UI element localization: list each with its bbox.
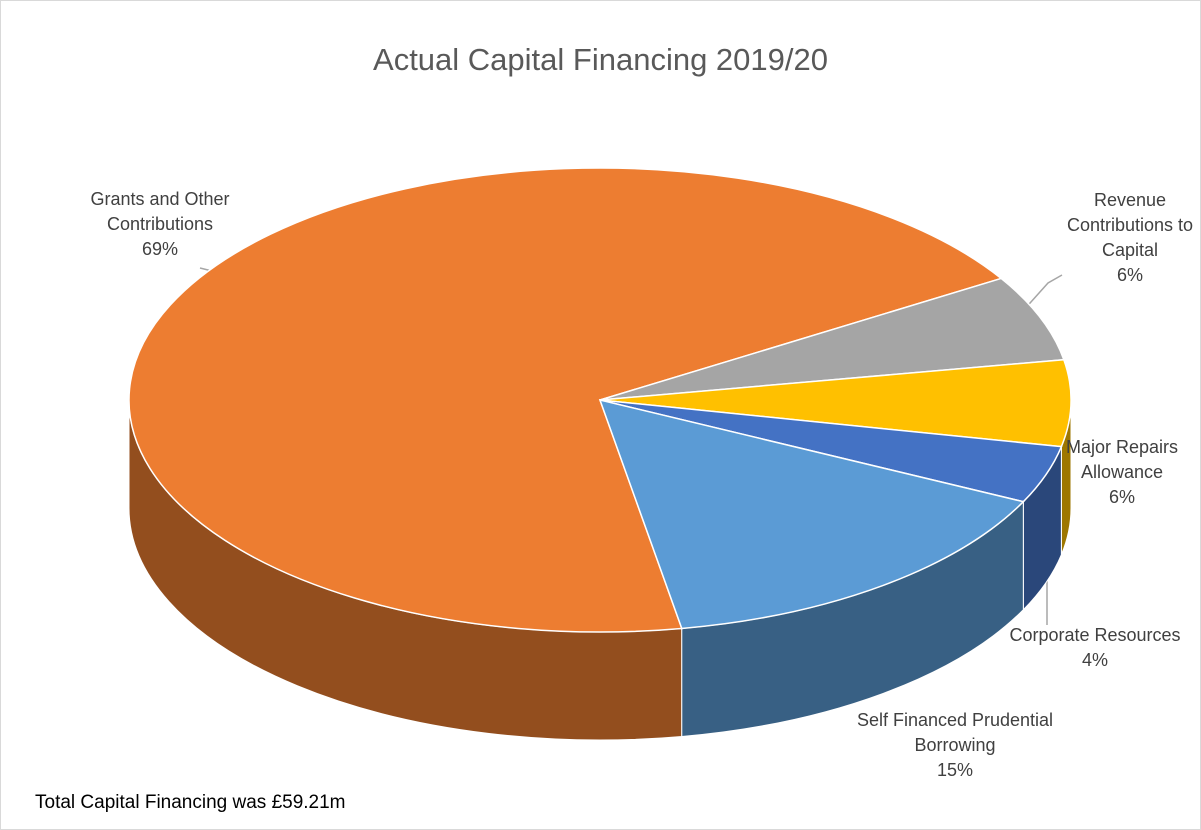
leader-line [1021, 274, 1063, 313]
label-value: 6% [1108, 487, 1135, 507]
label-category: Major Repairs Allowance [1065, 437, 1179, 482]
label-category: Grants and Other Contributions [90, 189, 230, 234]
label-value: 4% [1081, 650, 1108, 670]
label-value: 15% [936, 760, 974, 780]
label-value: 69% [141, 239, 179, 259]
slice [599, 358, 1072, 448]
data-label: Major Repairs Allowance 6% [1052, 435, 1192, 510]
data-label: Grants and Other Contributions 69% [65, 187, 255, 262]
label-category: Revenue Contributions to Capital [1066, 190, 1194, 260]
pie-sides [128, 399, 1072, 741]
slice [598, 398, 1025, 630]
slice [128, 167, 1003, 633]
pie-top [128, 167, 1072, 633]
label-category: Self Financed Prudential Borrowing [856, 710, 1054, 755]
data-label: Revenue Contributions to Capital 6% [1055, 188, 1201, 288]
chart-title: Actual Capital Financing 2019/20 [373, 42, 828, 77]
chart-note: Total Capital Financing was £59.21m [35, 792, 346, 813]
label-category: Corporate Resources [1009, 625, 1181, 645]
data-label: Corporate Resources 4% [985, 623, 1201, 673]
data-label: Self Financed Prudential Borrowing 15% [835, 708, 1075, 783]
label-value: 6% [1116, 265, 1143, 285]
